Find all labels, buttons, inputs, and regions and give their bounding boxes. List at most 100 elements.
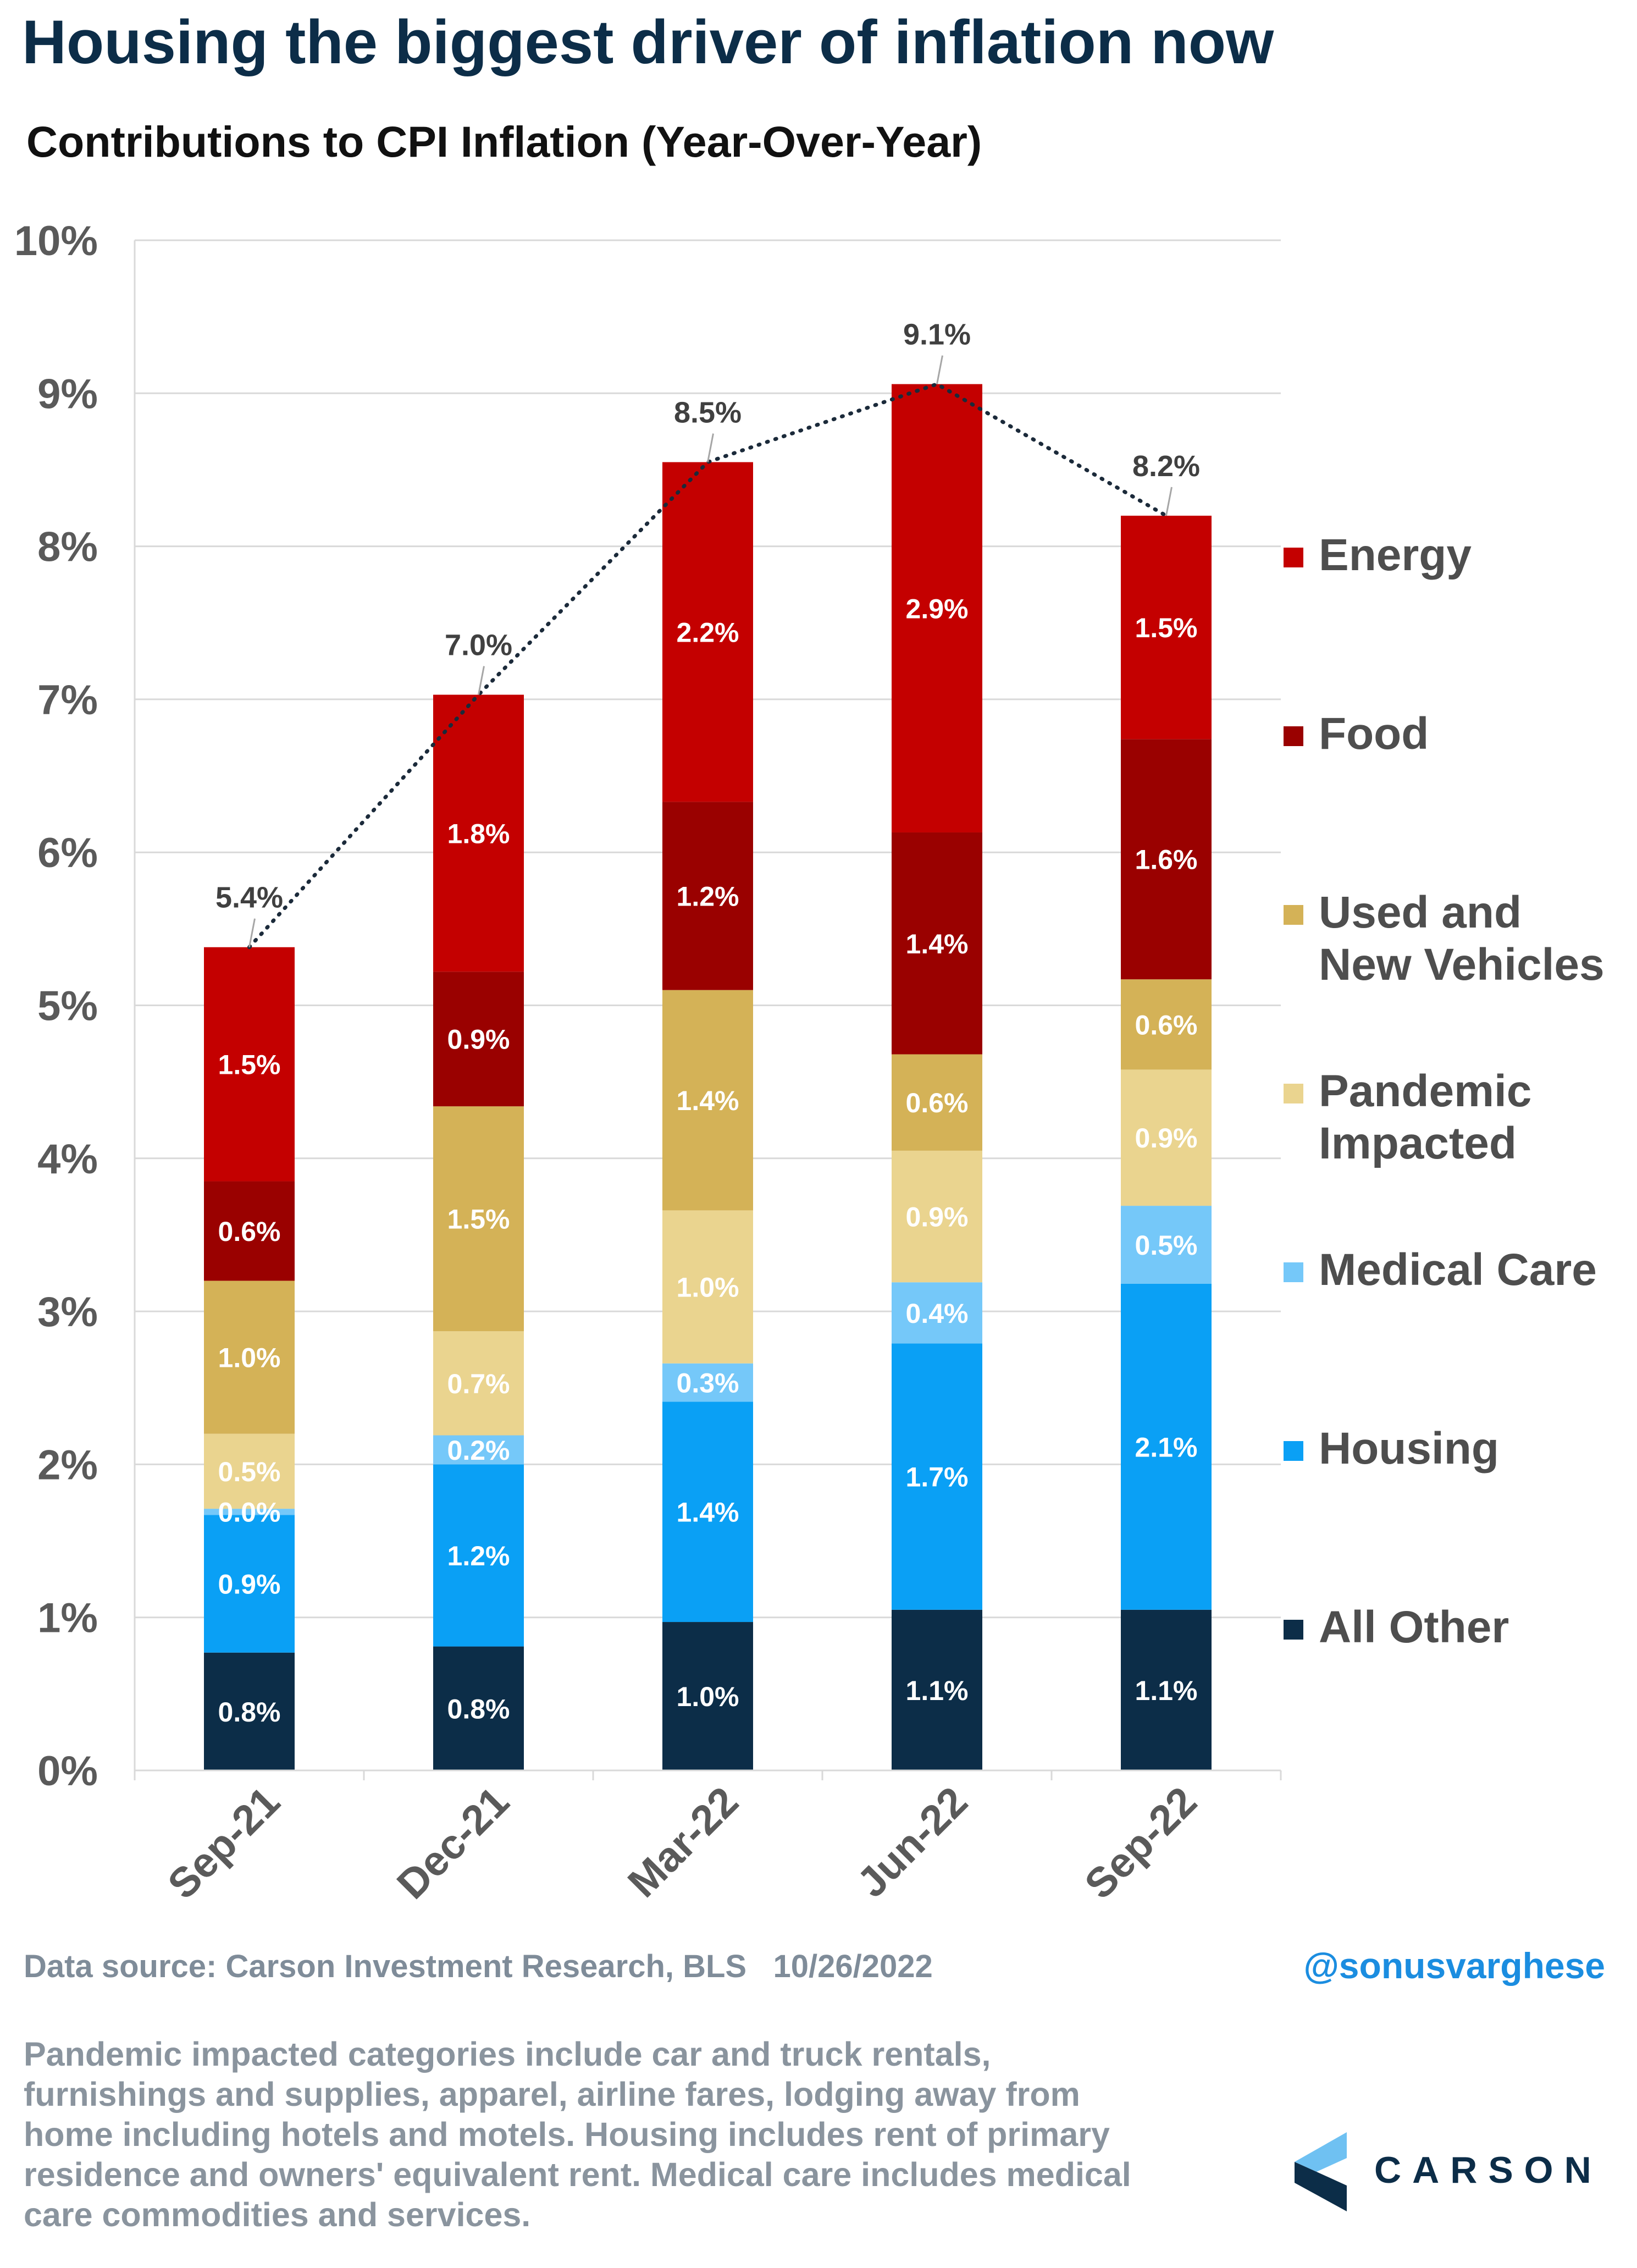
bar-segment: [433, 1464, 524, 1647]
legend-swatch: [1284, 905, 1303, 925]
bar-segment: [204, 1515, 295, 1653]
legend-label: Food: [1319, 709, 1429, 759]
bar-segment: [892, 1609, 982, 1770]
total-label: 8.5%: [674, 396, 742, 429]
data-labels: 0.8% 0.8% 1.0% 1.1% 1.1% 0.9% 1.2% 1.4% 1.7% 2.1%…: [215, 318, 1200, 1728]
data-label: 1.1%: [906, 1675, 969, 1706]
total-line: [247, 355, 1173, 950]
bar-segment: [204, 1509, 295, 1515]
data-label: 1.7%: [906, 1462, 969, 1493]
y-tick-label: 3%: [37, 1289, 98, 1336]
bar-segment: [1121, 979, 1212, 1070]
x-tick-label: Dec-21: [388, 1778, 518, 1908]
legend-label: All Other: [1319, 1602, 1509, 1652]
data-label: 0.8%: [447, 1693, 510, 1724]
bar-segment: [204, 1181, 295, 1281]
data-label: 0.6%: [906, 1088, 969, 1118]
bar-segment: [662, 1401, 753, 1623]
data-label: 1.1%: [1135, 1675, 1198, 1706]
legend-swatch: [1284, 548, 1303, 567]
data-label: 0.8%: [218, 1697, 281, 1728]
data-label: 1.4%: [677, 1085, 739, 1116]
bar-segment: [662, 1622, 753, 1770]
bar-segment: [1121, 1069, 1212, 1206]
total-leader-line: [478, 666, 485, 695]
data-label: 0.2%: [447, 1435, 510, 1466]
data-label: 1.5%: [447, 1204, 510, 1235]
carson-chevron-icon: [1295, 2132, 1347, 2211]
footnote: Pandemic impacted categories include car…: [24, 2035, 1131, 2233]
data-label: 1.5%: [1135, 612, 1198, 643]
y-tick-label: 6%: [37, 830, 98, 876]
bar-segment: [892, 832, 982, 1055]
bar-segment: [892, 1343, 982, 1610]
bar-segment: [1121, 515, 1212, 740]
bar-segment: [204, 947, 295, 1182]
data-label: 0.9%: [906, 1202, 969, 1233]
y-tick-label: 10%: [14, 218, 98, 264]
total-leader-line: [936, 355, 943, 384]
legend-item: Energy: [1284, 529, 1472, 581]
data-label: 1.6%: [1135, 845, 1198, 875]
y-tick-label: 9%: [37, 371, 98, 417]
legend-item: Pandemic Impacted: [1284, 1065, 1531, 1169]
total-label: 7.0%: [445, 629, 512, 662]
bar-segment: [1121, 1284, 1212, 1610]
bar-segment: [662, 462, 753, 802]
total-label: 8.2%: [1132, 450, 1200, 483]
data-label: 1.2%: [447, 1541, 510, 1571]
data-label: 0.9%: [218, 1569, 281, 1599]
y-tick-label: 8%: [37, 524, 98, 571]
data-label: 1.5%: [218, 1050, 281, 1080]
data-label: 0.0%: [218, 1497, 281, 1528]
legend-item: All Other: [1284, 1601, 1509, 1653]
data-label: 0.5%: [218, 1456, 281, 1487]
legend-label: Used and New Vehicles: [1319, 887, 1605, 990]
data-label: 0.7%: [447, 1368, 510, 1399]
legend-swatch: [1284, 1620, 1303, 1640]
bar-segment: [892, 1282, 982, 1344]
bar-segment: [1121, 1609, 1212, 1770]
bar-segments: [204, 384, 1212, 1770]
total-label: 9.1%: [903, 318, 971, 351]
total-leader-line: [1165, 487, 1173, 516]
bar-segment: [662, 1363, 753, 1402]
data-label: 0.6%: [218, 1216, 281, 1247]
legend-item: Food: [1284, 708, 1429, 760]
bar-segment: [433, 1331, 524, 1436]
bar-segment: [204, 1652, 295, 1770]
legend-swatch: [1284, 1441, 1303, 1461]
data-label: 0.6%: [1135, 1009, 1198, 1040]
y-tick-label: 4%: [37, 1136, 98, 1183]
legend-label: Medical Care: [1319, 1245, 1597, 1295]
legend-label: Pandemic Impacted: [1319, 1066, 1532, 1168]
y-tick-label: 5%: [37, 983, 98, 1030]
total-leader-line: [248, 918, 256, 948]
legend-label: Housing: [1319, 1423, 1499, 1474]
data-label: 0.4%: [906, 1298, 969, 1329]
bar-segment: [433, 1435, 524, 1465]
y-tick-label: 1%: [37, 1595, 98, 1642]
chart-subtitle: Contributions to CPI Inflation (Year-Ove…: [26, 117, 982, 166]
bar-segment: [892, 1054, 982, 1151]
data-label: 1.0%: [677, 1681, 739, 1712]
y-tick-label: 7%: [37, 677, 98, 724]
legend-item: Housing: [1284, 1422, 1499, 1475]
y-tick-label: 0%: [37, 1748, 98, 1795]
data-label: 1.0%: [218, 1343, 281, 1373]
data-label: 0.5%: [1135, 1230, 1198, 1261]
bar-segment: [1121, 739, 1212, 980]
data-label: 0.9%: [1135, 1123, 1198, 1154]
data-label: 0.9%: [447, 1024, 510, 1055]
bar-segment: [662, 802, 753, 990]
total-leader-line: [707, 433, 714, 462]
bar-segment: [433, 694, 524, 972]
legend-swatch: [1284, 1262, 1303, 1282]
legend-item: Used and New Vehicles: [1284, 886, 1605, 991]
data-label: 2.1%: [1135, 1432, 1198, 1463]
legend-swatch: [1284, 726, 1303, 746]
y-tick-label: 2%: [37, 1442, 98, 1488]
stacked-bar-chart: 0.8% 0.8% 1.0% 1.1% 1.1% 0.9% 1.2% 1.4% 1.7% 2.1%…: [14, 218, 1282, 1908]
x-tick-label: Sep-22: [1076, 1778, 1205, 1908]
data-label: 1.2%: [677, 881, 739, 912]
